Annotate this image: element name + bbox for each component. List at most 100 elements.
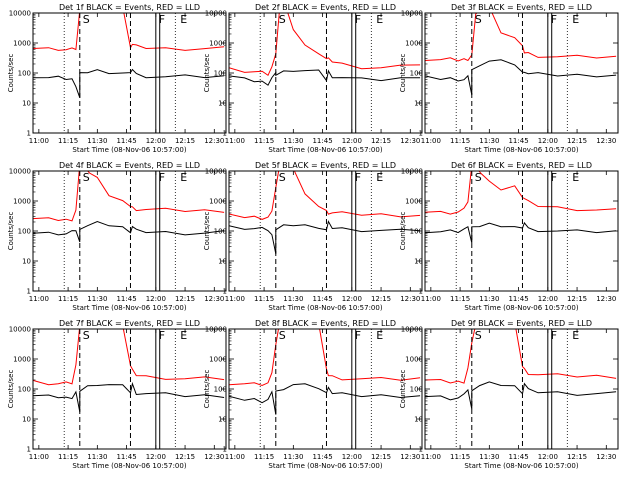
x-tick-label: 11:45 [312,453,332,461]
x-tick-label: 11:15 [254,453,274,461]
x-tick-label: 12:00 [342,295,362,303]
x-axis-label: Start Time (08-Nov-06 10:57:00) [464,146,578,154]
x-tick-label: 12:30 [596,137,616,145]
y-tick-label: 100 [214,228,227,236]
x-axis-label: Start Time (08-Nov-06 10:57:00) [464,304,578,312]
plot-frame [228,170,423,292]
x-tick-label: 11:45 [508,453,528,461]
y-tick-label: 1 [223,288,227,296]
y-tick-label: 10000 [9,10,31,18]
marker-e: E [180,13,187,26]
marker-e: E [180,329,187,342]
y-tick-label: 10000 [9,326,31,334]
panel-title: Det 1f BLACK = Events, RED = LLD [59,3,200,12]
y-tick-label: 10000 [401,10,423,18]
y-axis-label: Counts/sec [203,370,211,409]
x-tick-label: 11:45 [116,295,136,303]
x-tick-label: 11:15 [254,295,274,303]
y-tick-label: 10 [22,416,31,424]
y-tick-label: 1000 [405,40,423,48]
y-tick-label: 1000 [13,40,31,48]
events-line [33,381,225,412]
plot-frame [32,170,227,292]
y-tick-label: 10000 [205,10,227,18]
x-tick-label: 12:15 [567,137,587,145]
y-tick-label: 1000 [13,356,31,364]
x-tick-label: 12:15 [371,137,391,145]
marker-e: E [180,171,187,184]
marker-s: S [475,13,482,26]
y-tick-label: 1 [419,130,423,138]
x-tick-label: 11:15 [58,137,78,145]
y-tick-label: 10 [218,258,227,266]
y-tick-label: 10000 [205,326,227,334]
lld-line [33,329,225,386]
plot-frame [228,328,423,450]
x-tick-label: 11:30 [479,295,499,303]
marker-f: F [551,171,557,184]
y-tick-label: 100 [18,386,31,394]
panel-title: Det 2f BLACK = Events, RED = LLD [255,3,396,12]
events-line [425,59,617,96]
x-axis-label: Start Time (08-Nov-06 10:57:00) [268,304,382,312]
y-tick-label: 1 [223,130,227,138]
x-tick-label: 11:00 [29,453,49,461]
x-axis-label: Start Time (08-Nov-06 10:57:00) [72,304,186,312]
marker-f: F [159,329,165,342]
lld-line [229,171,421,220]
x-tick-label: 12:15 [567,295,587,303]
y-axis-label: Counts/sec [203,212,211,251]
panel-title: Det 6f BLACK = Events, RED = LLD [451,161,592,170]
plot-frame [424,12,619,134]
x-tick-label: 11:15 [450,137,470,145]
y-axis-label: Counts/sec [399,370,407,409]
marker-s: S [475,171,482,184]
x-tick-label: 12:00 [538,453,558,461]
x-axis-label: Start Time (08-Nov-06 10:57:00) [72,146,186,154]
y-tick-label: 100 [18,228,31,236]
y-tick-label: 1 [27,288,31,296]
x-tick-label: 12:00 [342,137,362,145]
y-axis-label: Counts/sec [399,212,407,251]
marker-f: F [551,13,557,26]
events-line [33,68,225,98]
x-tick-label: 12:15 [371,295,391,303]
y-tick-label: 1 [223,446,227,454]
y-tick-label: 10 [414,100,423,108]
panel-title: Det 7f BLACK = Events, RED = LLD [59,319,200,328]
y-tick-label: 10 [22,258,31,266]
marker-e: E [572,13,579,26]
y-tick-label: 10 [22,100,31,108]
lld-line [33,13,225,51]
marker-e: E [376,13,383,26]
x-axis-label: Start Time (08-Nov-06 10:57:00) [72,462,186,470]
events-line [229,220,421,254]
x-tick-label: 11:30 [283,295,303,303]
events-line [229,383,421,415]
x-tick-label: 11:30 [87,453,107,461]
y-tick-label: 1 [419,446,423,454]
marker-e: E [376,171,383,184]
x-tick-label: 11:45 [508,137,528,145]
y-tick-label: 1000 [13,198,31,206]
marker-f: F [355,13,361,26]
marker-f: F [159,13,165,26]
y-tick-label: 100 [18,70,31,78]
y-axis-label: Counts/sec [7,212,15,251]
x-tick-label: 11:00 [421,295,441,303]
x-tick-label: 11:15 [58,453,78,461]
x-tick-label: 12:30 [596,295,616,303]
x-axis-label: Start Time (08-Nov-06 10:57:00) [464,462,578,470]
marker-s: S [475,329,482,342]
panel-title: Det 9f BLACK = Events, RED = LLD [451,319,592,328]
x-tick-label: 12:30 [596,453,616,461]
x-tick-label: 12:30 [204,137,224,145]
y-tick-label: 100 [410,386,423,394]
marker-f: F [355,329,361,342]
y-tick-label: 10000 [401,326,423,334]
marker-s: S [83,171,90,184]
